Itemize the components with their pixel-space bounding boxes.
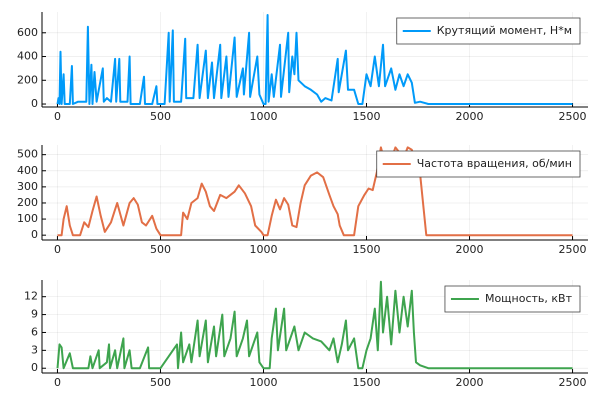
legend: Частота вращения, об/мин bbox=[376, 150, 581, 178]
y-tick-label: 0 bbox=[31, 228, 38, 241]
y-tick-label: 300 bbox=[17, 180, 38, 193]
x-tick-label: 2000 bbox=[456, 376, 484, 389]
x-tick-label: 2500 bbox=[559, 243, 587, 256]
x-tick-label: 2000 bbox=[456, 243, 484, 256]
x-tick-label: 1500 bbox=[353, 376, 381, 389]
data-line bbox=[57, 146, 573, 237]
x-tick-label: 1000 bbox=[249, 376, 277, 389]
x-tick-label: 1500 bbox=[353, 243, 381, 256]
x-tick-label: 1000 bbox=[249, 110, 277, 123]
y-tick-label: 6 bbox=[31, 325, 38, 338]
y-tick-label: 500 bbox=[17, 148, 38, 161]
legend-label: Мощность, кВт bbox=[485, 292, 573, 305]
legend-label: Крутящий момент, Н*м bbox=[437, 24, 572, 37]
y-tick-label: 12 bbox=[24, 290, 38, 303]
legend: Мощность, кВт bbox=[444, 285, 581, 313]
y-tick-label: 400 bbox=[17, 50, 38, 63]
y-tick-label: 0 bbox=[31, 97, 38, 110]
x-tick-label: 2000 bbox=[456, 110, 484, 123]
x-tick-label: 500 bbox=[150, 376, 171, 389]
legend: Крутящий момент, Н*м bbox=[396, 17, 581, 45]
y-tick-label: 600 bbox=[17, 26, 38, 39]
y-tick-label: 0 bbox=[31, 361, 38, 374]
x-tick-label: 2500 bbox=[559, 110, 587, 123]
data-line bbox=[56, 14, 573, 105]
x-tick-label: 500 bbox=[150, 243, 171, 256]
data-line bbox=[56, 280, 573, 370]
y-tick-label: 400 bbox=[17, 164, 38, 177]
x-tick-label: 1000 bbox=[249, 243, 277, 256]
x-tick-label: 500 bbox=[150, 110, 171, 123]
x-tick-label: 0 bbox=[54, 376, 61, 389]
y-tick-label: 3 bbox=[31, 343, 38, 356]
y-tick-label: 200 bbox=[17, 73, 38, 86]
legend-label: Частота вращения, об/мин bbox=[417, 157, 572, 170]
x-tick-label: 2500 bbox=[559, 376, 587, 389]
y-tick-label: 9 bbox=[31, 308, 38, 321]
y-tick-label: 100 bbox=[17, 212, 38, 225]
x-tick-label: 0 bbox=[54, 243, 61, 256]
x-tick-label: 0 bbox=[54, 110, 61, 123]
y-tick-label: 200 bbox=[17, 196, 38, 209]
x-tick-label: 1500 bbox=[353, 110, 381, 123]
